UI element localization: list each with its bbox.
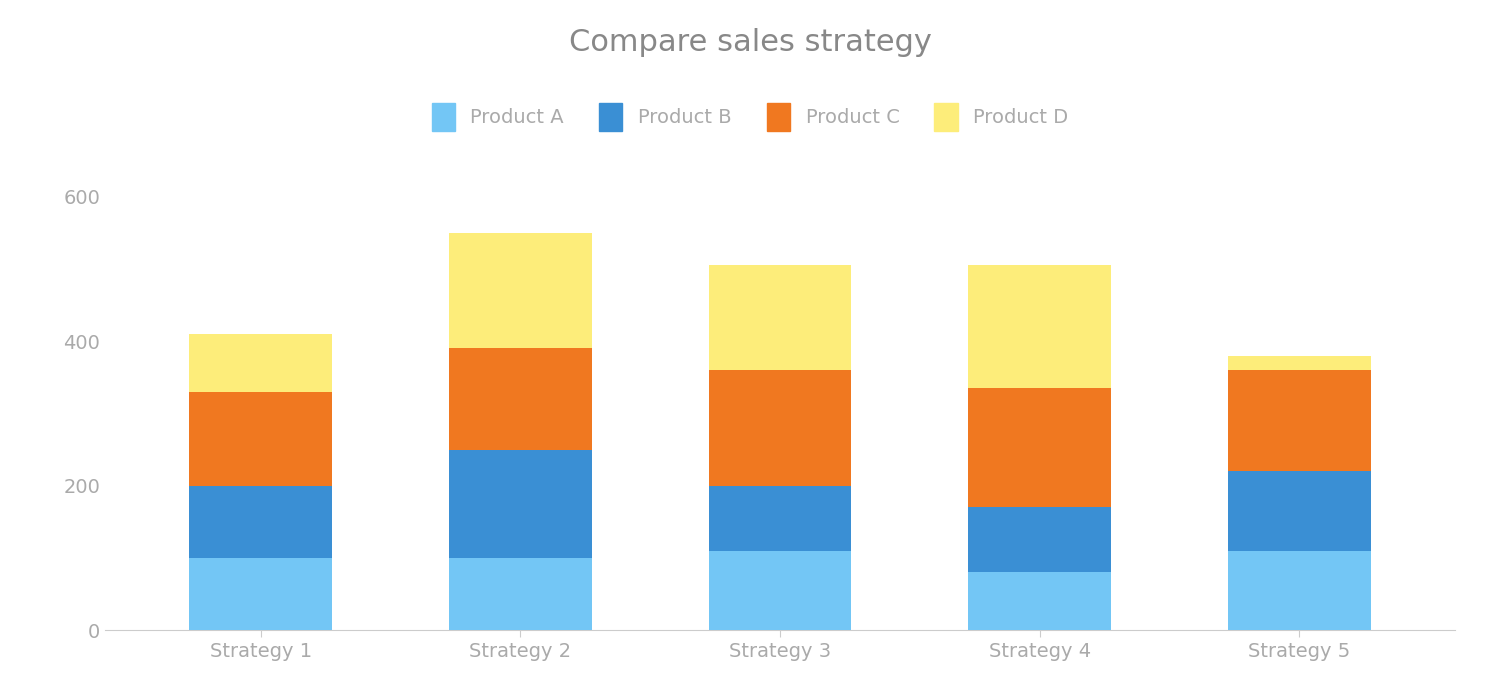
Text: Compare sales strategy: Compare sales strategy: [568, 28, 932, 57]
Bar: [968, 265, 1112, 389]
Bar: [448, 349, 592, 449]
Bar: [968, 573, 1112, 630]
Bar: [189, 558, 332, 630]
Bar: [1228, 551, 1371, 630]
Bar: [189, 392, 332, 486]
Bar: [968, 508, 1112, 573]
Bar: [708, 265, 852, 370]
Bar: [708, 370, 852, 486]
Bar: [189, 486, 332, 558]
Bar: [1228, 370, 1371, 471]
Bar: [448, 449, 592, 558]
Bar: [1228, 471, 1371, 551]
Bar: [708, 486, 852, 551]
Bar: [448, 558, 592, 630]
Legend: Product A, Product B, Product C, Product D: Product A, Product B, Product C, Product…: [422, 94, 1078, 141]
Bar: [708, 551, 852, 630]
Bar: [1228, 356, 1371, 370]
Bar: [968, 389, 1112, 508]
Bar: [189, 334, 332, 392]
Bar: [448, 233, 592, 349]
